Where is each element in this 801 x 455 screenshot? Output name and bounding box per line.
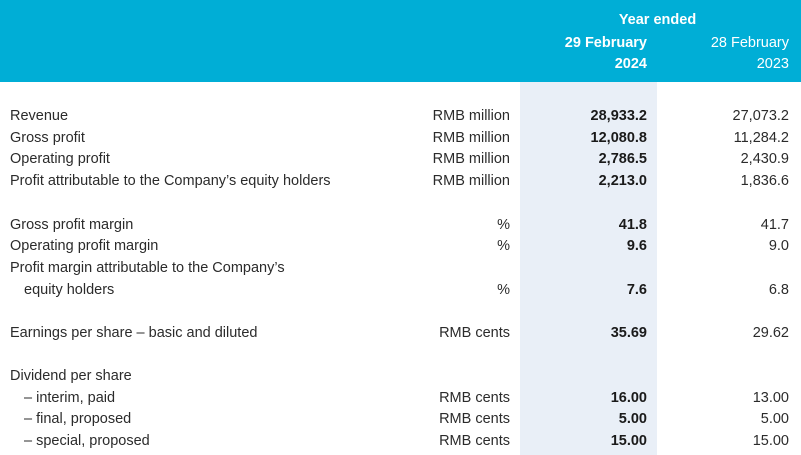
table-row: – interim, paid RMB cents 16.00 13.00 <box>0 388 801 410</box>
current-year-date: 29 February <box>564 35 647 51</box>
row-unit: RMB cents <box>439 411 510 427</box>
table-row: Dividend per share <box>0 366 801 388</box>
table-row: Gross profit RMB million 12,080.8 11,284… <box>0 128 801 150</box>
row-label: Dividend per share <box>10 368 132 384</box>
value-2024: 41.8 <box>618 217 647 233</box>
value-2024: 12,080.8 <box>590 130 647 146</box>
current-year-column-shade <box>520 82 657 455</box>
value-2024: 9.6 <box>626 238 647 254</box>
table-row: – final, proposed RMB cents 5.00 5.00 <box>0 409 801 431</box>
value-2024: 7.6 <box>626 282 647 298</box>
value-2023: 1,836.6 <box>740 173 789 189</box>
row-unit: % <box>497 238 510 254</box>
row-label: Operating profit margin <box>10 238 159 254</box>
row-unit: RMB million <box>432 108 510 124</box>
table-row: equity holders % 7.6 6.8 <box>0 280 801 302</box>
row-unit: RMB cents <box>439 390 510 406</box>
row-label: Revenue <box>10 108 69 124</box>
row-label: – final, proposed <box>24 411 132 427</box>
row-label: Profit attributable to the Company’s equ… <box>10 173 331 189</box>
value-2024: 2,213.0 <box>598 173 647 189</box>
row-label: Operating profit <box>10 151 110 167</box>
prior-year-date: 28 February <box>710 35 789 51</box>
row-label: equity holders <box>24 282 115 298</box>
value-2023: 15.00 <box>752 433 789 449</box>
table-row: Earnings per share – basic and diluted R… <box>0 323 801 345</box>
year-ended-heading: Year ended <box>618 12 697 28</box>
table-row: Gross profit margin % 41.8 41.7 <box>0 215 801 237</box>
row-label: Gross profit margin <box>10 217 134 233</box>
value-2024: 35.69 <box>610 325 647 341</box>
table-row: Operating profit margin % 9.6 9.0 <box>0 236 801 258</box>
value-2023: 2,430.9 <box>740 151 789 167</box>
row-unit: % <box>497 217 510 233</box>
table-row: Profit margin attributable to the Compan… <box>0 258 801 280</box>
table-row: Profit attributable to the Company’s equ… <box>0 171 801 193</box>
row-unit: RMB cents <box>439 325 510 341</box>
table-row: – special, proposed RMB cents 15.00 15.0… <box>0 431 801 453</box>
value-2023: 9.0 <box>768 238 789 254</box>
table-header-band <box>0 0 801 82</box>
table-row: Revenue RMB million 28,933.2 27,073.2 <box>0 106 801 128</box>
value-2024: 16.00 <box>610 390 647 406</box>
row-label: – interim, paid <box>24 390 116 406</box>
row-label: Profit margin attributable to the Compan… <box>10 260 285 276</box>
prior-year-column-header: 28 February 2023 <box>660 33 789 75</box>
current-year-column-header: 29 February 2024 <box>520 33 647 75</box>
value-2024: 2,786.5 <box>598 151 647 167</box>
row-label: Gross profit <box>10 130 85 146</box>
value-2023: 41.7 <box>760 217 789 233</box>
prior-year-year: 2023 <box>756 56 789 72</box>
value-2024: 5.00 <box>618 411 647 427</box>
value-2023: 11,284.2 <box>733 130 789 146</box>
current-year-year: 2024 <box>614 56 647 72</box>
table-row: Operating profit RMB million 2,786.5 2,4… <box>0 149 801 171</box>
value-2024: 28,933.2 <box>590 108 647 124</box>
value-2023: 5.00 <box>760 411 789 427</box>
row-unit: RMB cents <box>439 433 510 449</box>
row-unit: RMB million <box>432 130 510 146</box>
row-unit: RMB million <box>432 151 510 167</box>
row-label: Earnings per share – basic and diluted <box>10 325 258 341</box>
value-2024: 15.00 <box>610 433 647 449</box>
row-label: – special, proposed <box>24 433 150 449</box>
value-2023: 6.8 <box>768 282 789 298</box>
value-2023: 27,073.2 <box>732 108 789 124</box>
value-2023: 13.00 <box>752 390 789 406</box>
row-unit: % <box>497 282 510 298</box>
row-unit: RMB million <box>432 173 510 189</box>
value-2023: 29.62 <box>752 325 789 341</box>
